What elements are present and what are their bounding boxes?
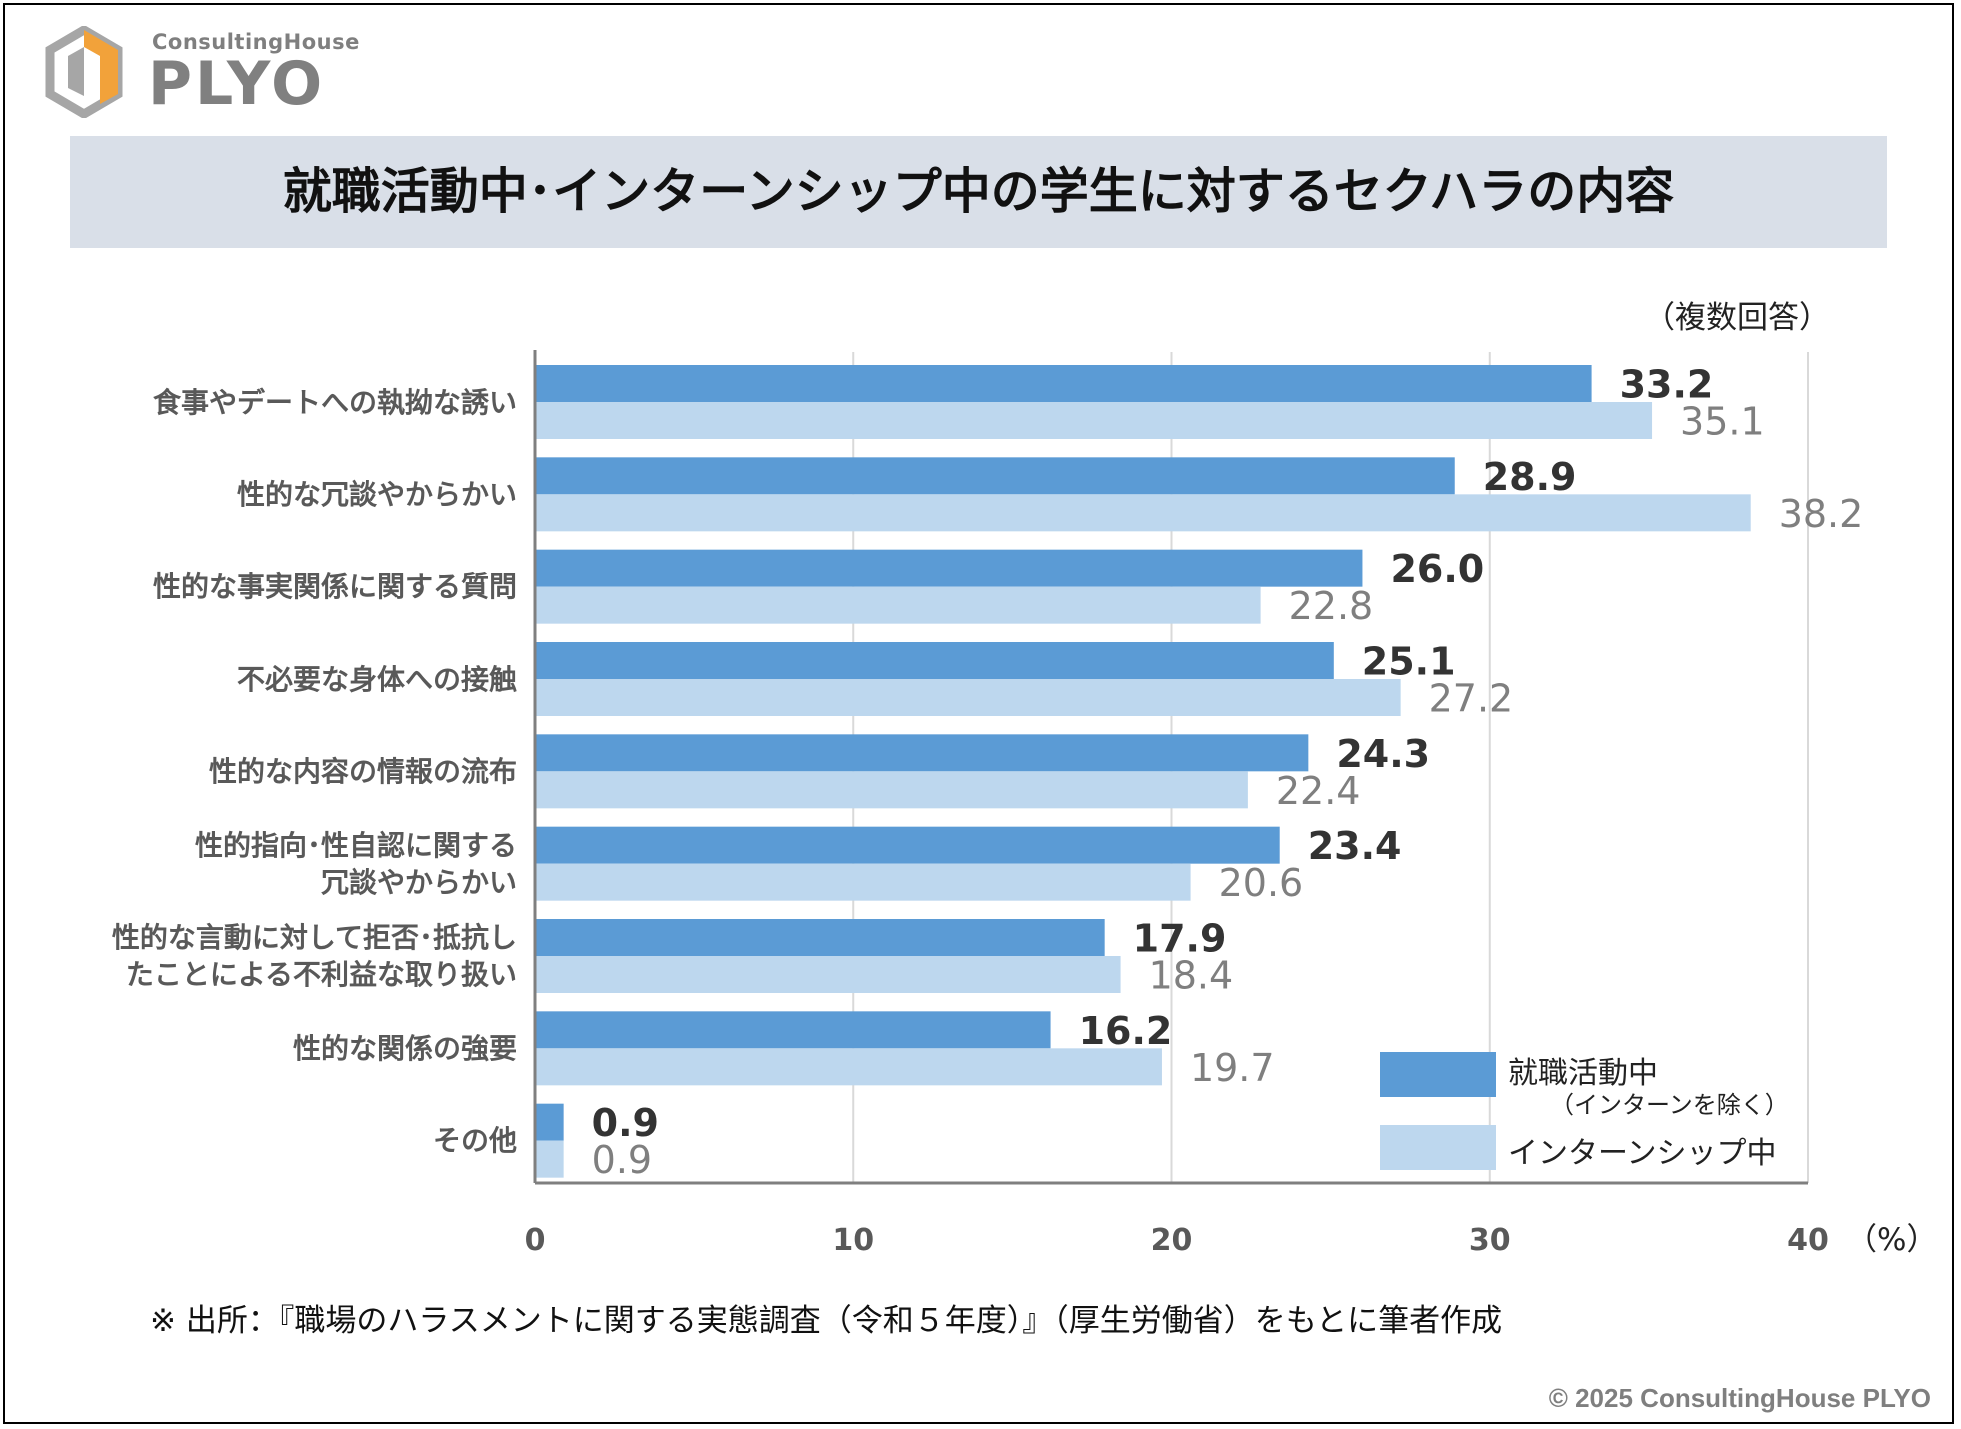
source-note: ※ 出所：『職場のハラスメントに関する実態調査（令和５年度）』（厚生労働省）をも…: [150, 1303, 1503, 1339]
bar-internship: [536, 679, 1401, 716]
category-label: 性的な内容の情報の流布: [30, 753, 517, 790]
category-label-line: 性的な言動に対して拒否･抵抗し: [111, 921, 517, 954]
value-label-job-hunting: 33.2: [1620, 363, 1714, 407]
logo-wordmark: PLYO: [148, 49, 326, 119]
logo-subtitle: ConsultingHouse: [152, 30, 360, 54]
category-label: 不必要な身体への接触: [30, 661, 517, 698]
value-label-job-hunting: 0.9: [592, 1101, 659, 1145]
value-label-job-hunting: 28.9: [1483, 455, 1577, 499]
category-label-line: 性的な事実関係に関する質問: [152, 570, 517, 604]
legend: 就職活動中 （インターンを除く） インターンシップ中: [1380, 1040, 1820, 1180]
value-label-internship: 27.2: [1429, 677, 1514, 721]
category-label-line: その他: [432, 1124, 517, 1158]
bar-job-hunting: [536, 642, 1334, 679]
category-label-line: 性的な内容の情報の流布: [208, 754, 517, 788]
bar-job-hunting: [536, 734, 1309, 772]
x-tick-label: 0: [525, 1223, 546, 1258]
category-label-line: 性的な関係の強要: [292, 1031, 517, 1065]
legend-swatch-internship: [1380, 1125, 1496, 1170]
category-label: 性的な言動に対して拒否･抵抗したことによる不利益な取り扱い: [30, 919, 517, 993]
category-label-line: たことによる不利益な取り扱い: [125, 958, 517, 991]
chart-title: 就職活動中･インターンシップ中の学生に対するセクハラの内容: [282, 163, 1675, 220]
value-label-job-hunting: 26.0: [1390, 547, 1484, 591]
value-label-internship: 0.9: [592, 1138, 652, 1182]
category-label: 性的指向･性自認に関する 冗談やからかい: [30, 827, 517, 901]
value-label-internship: 20.6: [1219, 861, 1304, 905]
bar-job-hunting: [536, 1011, 1051, 1049]
bar-internship: [536, 402, 1653, 439]
value-label-job-hunting: 17.9: [1133, 917, 1227, 961]
category-label: 食事やデートへの執拗な誘い: [30, 384, 517, 421]
bar-job-hunting: [536, 1103, 564, 1141]
bar-internship: [536, 1048, 1162, 1086]
x-tick-label: 30: [1469, 1223, 1511, 1258]
multiple-answer-note: （複数回答）: [1644, 300, 1830, 336]
data-labels: 33.235.1 28.9 38.2 26.0 22.8 25.127.2 24.322.4…: [592, 363, 1864, 1183]
value-label-job-hunting: 16.2: [1079, 1009, 1173, 1053]
value-label-job-hunting: 23.4: [1308, 824, 1402, 868]
value-label-internship: 22.8: [1289, 584, 1374, 628]
value-label-internship: 18.4: [1149, 954, 1234, 998]
bars: [536, 365, 1751, 1178]
legend-label-internship: インターンシップ中: [1508, 1136, 1777, 1171]
logo: ConsultingHouse PLYO: [44, 26, 374, 118]
bar-job-hunting: [536, 549, 1363, 587]
bar-internship: [536, 494, 1751, 532]
category-label-line: 性的指向･性自認に関する: [194, 828, 517, 862]
bar-internship: [536, 586, 1261, 624]
category-label-line: 不必要な身体への接触: [236, 662, 517, 696]
value-label-internship: 38.2: [1779, 492, 1864, 536]
bar-internship: [536, 1140, 564, 1178]
x-tick-label: 40: [1787, 1223, 1829, 1258]
category-label-line: 性的な冗談やからかい: [236, 477, 517, 511]
category-label-line: 食事やデートへの執拗な誘い: [152, 385, 517, 419]
legend-swatch-job-hunting: [1380, 1052, 1496, 1097]
x-tick-label: 10: [832, 1223, 874, 1258]
bar-internship: [536, 956, 1121, 993]
bar-job-hunting: [536, 919, 1105, 956]
value-label-internship: 19.7: [1190, 1046, 1275, 1090]
axes: 0 10 20 30 40 （%）: [525, 350, 1937, 1258]
hexagon-logo-icon: [45, 26, 123, 118]
legend-sublabel-job-hunting: （インターンを除く）: [1550, 1091, 1789, 1119]
bar-internship: [536, 771, 1248, 809]
category-label-line: 冗談やからかい: [320, 865, 517, 899]
category-label: 性的な冗談やからかい: [30, 476, 517, 513]
value-label-job-hunting: 24.3: [1336, 732, 1430, 776]
value-label-job-hunting: 25.1: [1362, 640, 1456, 684]
bar-job-hunting: [536, 365, 1592, 402]
value-label-internship: 22.4: [1276, 769, 1361, 813]
copyright: © 2025 ConsultingHouse PLYO: [1548, 1383, 1931, 1413]
legend-label-job-hunting: 就職活動中: [1508, 1056, 1658, 1091]
category-label: 性的な関係の強要: [30, 1030, 517, 1067]
x-tick-label: 20: [1151, 1223, 1193, 1258]
x-axis-unit: （%）: [1846, 1222, 1937, 1258]
category-label: 性的な事実関係に関する質問: [30, 568, 517, 605]
title-band: 就職活動中･インターンシップ中の学生に対するセクハラの内容: [70, 136, 1887, 248]
category-label: その他: [30, 1122, 517, 1159]
bar-internship: [536, 863, 1191, 901]
bar-job-hunting: [536, 457, 1455, 495]
value-label-internship: 35.1: [1680, 400, 1765, 444]
bar-job-hunting: [536, 826, 1280, 864]
